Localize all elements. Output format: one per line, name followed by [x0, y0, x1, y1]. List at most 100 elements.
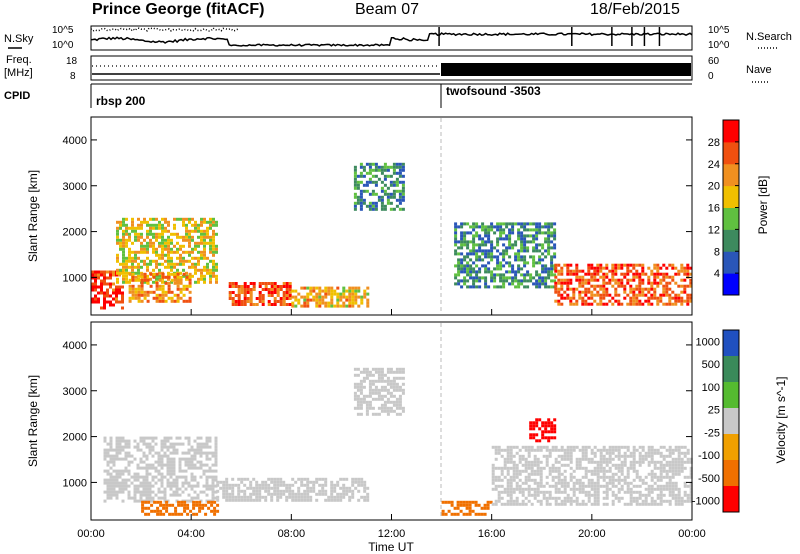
heatmap-cell [176, 272, 180, 276]
heatmap-cell [125, 244, 128, 248]
heatmap-cell [656, 451, 660, 455]
heatmap-cell [131, 278, 135, 282]
heatmap-cell [330, 286, 334, 290]
heatmap-cell [383, 394, 387, 398]
heatmap-cell [506, 448, 510, 452]
heatmap-cell [557, 481, 561, 485]
heatmap-cell [668, 502, 672, 506]
heatmap-cell [674, 499, 678, 503]
heatmap-cell [336, 298, 340, 302]
heatmap-cell [593, 472, 597, 476]
heatmap-cell [548, 472, 552, 476]
heatmap-cell [496, 273, 500, 277]
heatmap-cell [184, 463, 188, 467]
heatmap-cell [115, 469, 119, 473]
heatmap-cell [481, 240, 485, 244]
heatmap-cell [493, 276, 497, 280]
heatmap-cell [487, 228, 491, 232]
heatmap-cell [465, 512, 469, 516]
heatmap-cell [668, 296, 672, 300]
heatmap-cell [629, 284, 633, 288]
heatmap-cell [617, 466, 621, 470]
heatmap-cell [106, 490, 110, 494]
heatmap-cell [109, 490, 113, 494]
heatmap-cell [116, 226, 119, 230]
heatmap-cell [560, 484, 564, 488]
heatmap-cell [380, 207, 384, 211]
heatmap-cell [494, 445, 498, 449]
heatmap-cell [469, 270, 473, 274]
heatmap-cell [563, 478, 567, 482]
heatmap-cell [460, 225, 464, 229]
heatmap-cell [677, 293, 681, 297]
heatmap-cell [641, 454, 645, 458]
heatmap-cell [167, 247, 170, 251]
heatmap-cell [689, 266, 693, 270]
heatmap-cell [264, 282, 268, 285]
heatmap-cell [509, 445, 513, 449]
heatmap-cell [520, 234, 524, 238]
heatmap-cell [532, 222, 536, 226]
heatmap-cell [665, 266, 669, 270]
heatmap-cell [599, 451, 603, 455]
heatmap-cell [182, 244, 185, 248]
heatmap-cell [641, 460, 645, 464]
heatmap-cell [544, 222, 548, 226]
heatmap-cell [512, 475, 516, 479]
heatmap-cell [188, 244, 191, 248]
heatmap-cell [509, 502, 513, 506]
heatmap-cell [553, 418, 557, 422]
heatmap-cell [638, 454, 642, 458]
heatmap-cell [542, 466, 546, 470]
heatmap-cell [584, 272, 588, 276]
heatmap-cell [137, 274, 140, 278]
heatmap-cell [173, 272, 177, 276]
heatmap-cell [593, 493, 597, 497]
heatmap-cell [532, 228, 536, 232]
heatmap-cell [312, 286, 316, 290]
heatmap-cell [116, 232, 119, 236]
heatmap-cell [170, 278, 174, 282]
heatmap-cell [502, 231, 506, 235]
heatmap-cell [392, 207, 396, 211]
heatmap-cell [547, 421, 551, 425]
heatmap-cell [197, 244, 200, 248]
heatmap-cell [644, 487, 648, 491]
heatmap-cell [164, 265, 167, 269]
heatmap-cell [557, 496, 561, 500]
heatmap-cell [303, 495, 307, 499]
heatmap-cell [632, 275, 636, 279]
heatmap-cell [520, 240, 524, 244]
heatmap-cell [196, 466, 200, 470]
heatmap-cell [575, 466, 579, 470]
heatmap-cell [554, 502, 558, 506]
heatmap-cell [656, 466, 660, 470]
heatmap-cell [184, 481, 188, 485]
heatmap-cell [457, 258, 461, 262]
heatmap-cell [187, 457, 191, 461]
heatmap-cell [158, 223, 161, 227]
heatmap-cell [145, 469, 149, 473]
heatmap-cell [142, 454, 146, 458]
heatmap-cell [496, 237, 500, 241]
heatmap-cell [551, 469, 555, 473]
heatmap-cell [188, 250, 191, 254]
heatmap-cell [578, 487, 582, 491]
heatmap-cell [457, 279, 461, 283]
heatmap-cell [671, 490, 675, 494]
heatmap-cell [252, 486, 256, 490]
heatmap-cell [611, 448, 615, 452]
heatmap-cell [671, 469, 675, 473]
heatmap-cell [545, 496, 549, 500]
heatmap-cell [128, 296, 132, 300]
heatmap-cell [353, 406, 357, 410]
heatmap-cell [596, 472, 600, 476]
heatmap-cell [237, 300, 241, 303]
heatmap-cell [140, 235, 143, 239]
heatmap-cell [566, 463, 570, 467]
heatmap-cell [626, 269, 630, 273]
heatmap-cell [566, 281, 570, 285]
heatmap-cell [668, 287, 672, 291]
heatmap-cell [151, 466, 155, 470]
heatmap-cell [116, 280, 119, 284]
